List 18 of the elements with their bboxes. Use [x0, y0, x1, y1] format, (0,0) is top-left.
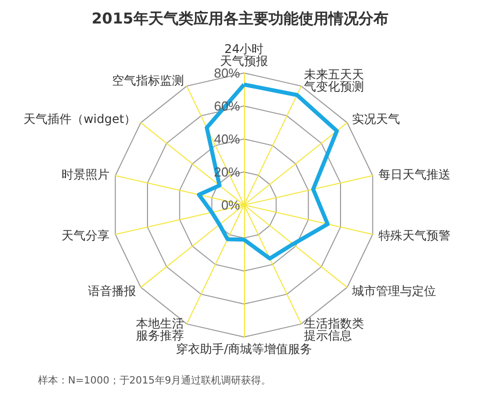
spoke-label: 未来五天天气变化预测: [304, 68, 364, 94]
spoke-label: 24小时天气预报: [220, 42, 268, 68]
spoke-label: 时景照片: [61, 167, 110, 182]
spoke-label: 特殊天气预警: [378, 228, 451, 243]
spoke-label: 天气插件（widget）: [24, 112, 136, 126]
spoke-label: 每日天气推送: [378, 167, 451, 182]
chart-title: 2015年天气类应用各主要功能使用情况分布: [92, 10, 388, 28]
spoke-label: 空气指标监测: [112, 74, 184, 88]
spoke-label: 实况天气: [352, 112, 400, 126]
spoke-label: 本地生活服务推荐: [136, 316, 184, 342]
spoke-label: 城市管理与定位: [350, 284, 436, 298]
y-tick-label: 40%: [214, 132, 240, 146]
spoke-label: 穿衣助手/商城等增值服务: [176, 342, 312, 356]
text: 样本：N=1000；于2015年9月通过联机调研获得。: [38, 374, 272, 386]
spoke-label: 生活指数类提示信息: [304, 316, 364, 342]
y-tick-label: 80%: [214, 66, 240, 80]
spoke-label: 天气分享: [61, 228, 110, 243]
spoke-label: 语音播报: [88, 284, 136, 298]
